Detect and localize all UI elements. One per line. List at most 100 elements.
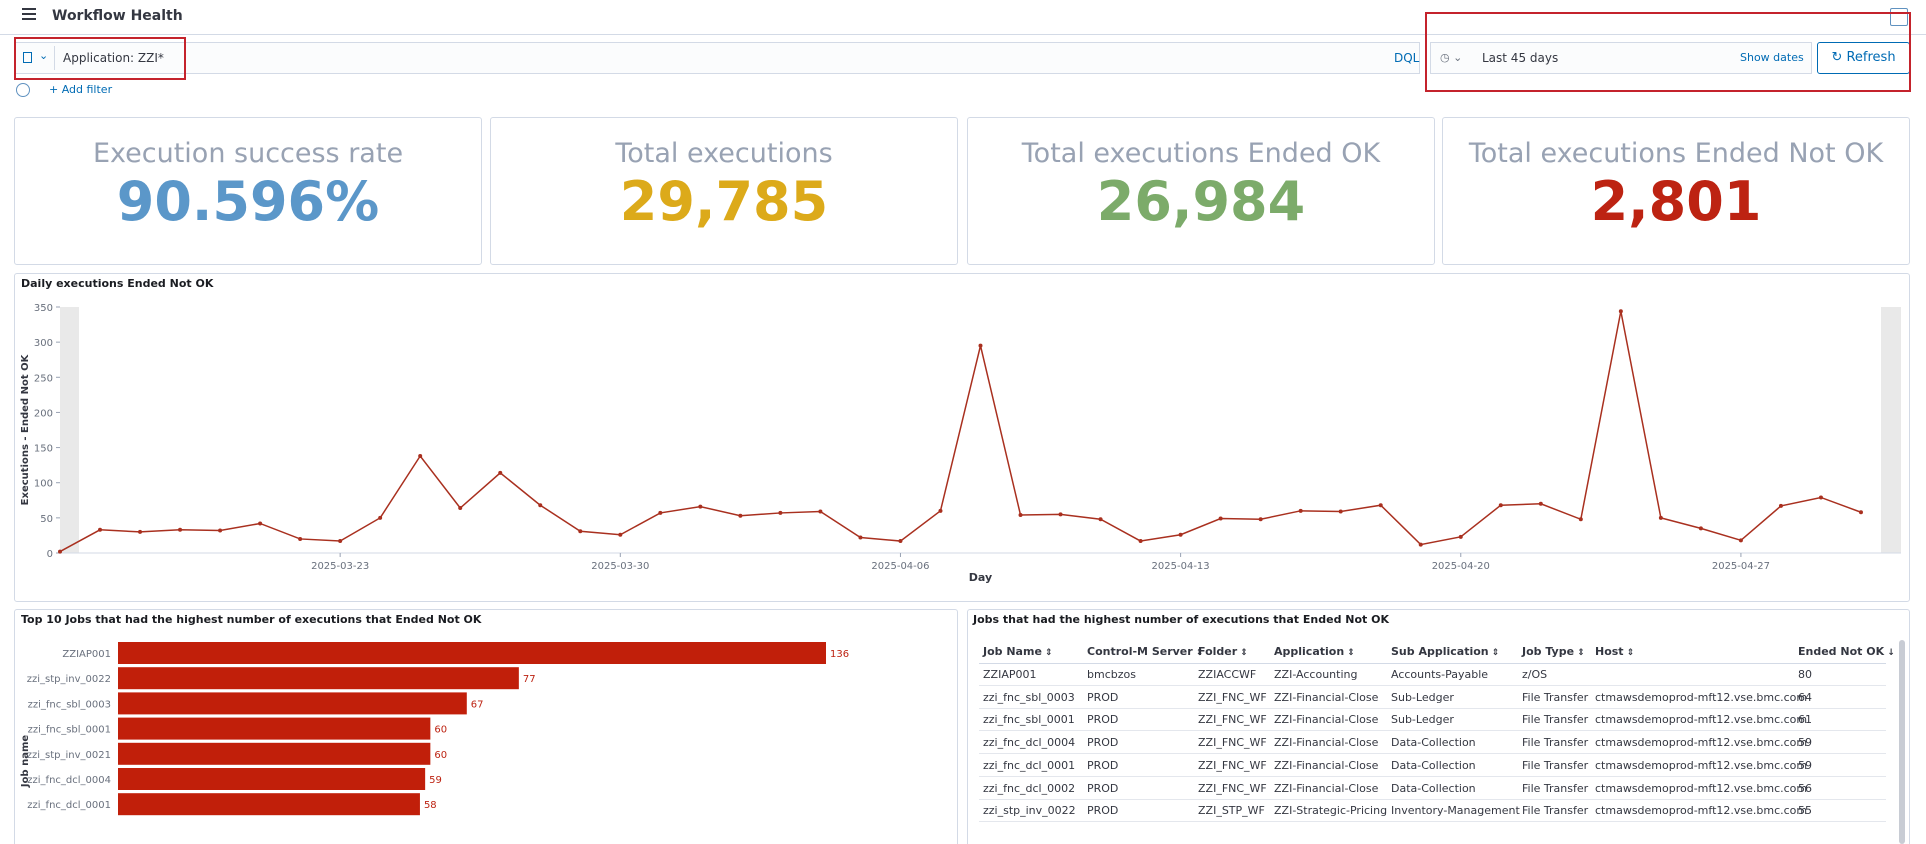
saved-query-button[interactable]: ⌄ <box>18 46 55 70</box>
table-cell: zzi_fnc_dcl_0001 <box>983 758 1076 772</box>
table-cell: PROD <box>1087 713 1119 727</box>
table-cell: File Transfer <box>1522 713 1589 727</box>
table-cell: ZZI-Financial-Close <box>1274 690 1379 704</box>
point <box>258 521 263 526</box>
value-label: 77 <box>523 674 536 685</box>
metric-value: 29,785 <box>619 170 829 233</box>
y-tick-label: 250 <box>34 373 53 384</box>
value-label: 67 <box>471 699 484 710</box>
point <box>1218 516 1223 521</box>
table-cell: ZZIAP001 <box>983 668 1037 681</box>
table-cell: ctmawsdemoprod-mft12.vse.bmc.com <box>1595 758 1808 772</box>
table-cell: zzi_fnc_sbl_0001 <box>983 713 1075 727</box>
point <box>1338 509 1343 514</box>
table-cell: ZZI_STP_WF <box>1198 804 1265 818</box>
point <box>698 504 703 509</box>
table-cell: Data-Collection <box>1391 736 1476 750</box>
x-tick-label: 2025-04-06 <box>871 561 929 572</box>
table-cell: File Transfer <box>1522 781 1589 795</box>
table-cell: ZZI-Financial-Close <box>1274 781 1379 795</box>
column-header[interactable]: Ended Not OK <box>1798 645 1895 658</box>
column-header[interactable]: Control-M Server <box>1087 645 1203 658</box>
y-axis-label: Job name <box>20 735 31 789</box>
point <box>618 532 623 537</box>
query-input[interactable]: Application: ZZI* <box>63 51 164 65</box>
chart-title: Daily executions Ended Not OK <box>21 277 214 290</box>
table-cell: zzi_fnc_dcl_0002 <box>983 781 1076 795</box>
point <box>1858 510 1863 515</box>
row-rule <box>979 685 1886 686</box>
table-scrollbar[interactable] <box>1899 640 1905 844</box>
date-quick-menu[interactable]: ◷ ⌄ <box>1440 51 1463 64</box>
add-filter[interactable]: + Add filter <box>49 83 113 96</box>
column-header[interactable]: Host <box>1595 645 1634 658</box>
value-label: 60 <box>434 725 447 736</box>
query-bar <box>14 42 1420 74</box>
point <box>578 529 583 534</box>
point <box>1578 517 1583 522</box>
menu-button[interactable] <box>22 8 36 20</box>
point <box>1538 501 1543 506</box>
value-label: 58 <box>424 800 437 811</box>
x-tick-label: 2025-03-23 <box>311 561 369 572</box>
header-rule <box>979 663 1886 664</box>
value-label: 136 <box>830 649 849 660</box>
x-tick-label: 2025-04-13 <box>1152 561 1210 572</box>
table-cell: ZZI-Strategic-Pricing <box>1274 804 1388 818</box>
row-rule <box>979 730 1886 732</box>
column-header[interactable]: Job Type <box>1522 645 1585 658</box>
metric-card: Total executions Ended OK 26,984 <box>967 117 1435 265</box>
help-icon[interactable] <box>1890 8 1908 26</box>
point <box>858 535 863 540</box>
point <box>138 529 143 534</box>
page-title: Workflow Health <box>52 8 183 24</box>
point <box>818 509 823 514</box>
chart-title: Top 10 Jobs that had the highest number … <box>21 613 482 626</box>
point <box>978 343 983 348</box>
point <box>538 503 543 508</box>
date-range[interactable]: Last 45 days <box>1482 51 1559 65</box>
metric-value: 2,801 <box>1590 170 1762 233</box>
column-header[interactable]: Job Name <box>983 645 1053 658</box>
y-tick-label: zzi_fnc_sbl_0001 <box>28 725 111 736</box>
point <box>178 527 183 532</box>
column-header[interactable]: Application <box>1274 645 1355 658</box>
query-language[interactable]: DQL <box>1394 51 1420 65</box>
point <box>1778 503 1783 508</box>
point <box>658 510 663 515</box>
point <box>938 508 943 513</box>
metric-card: Execution success rate 90.596% <box>14 117 482 265</box>
table-cell: ZZI_FNC_WF <box>1198 690 1267 704</box>
y-tick-label: 150 <box>34 444 53 455</box>
table-cell: zzi_fnc_sbl_0003 <box>983 690 1075 704</box>
point <box>418 454 423 459</box>
table-cell: 59 <box>1798 736 1812 750</box>
row-rule <box>979 798 1886 800</box>
metric-title: Total executions Ended OK <box>1021 138 1381 169</box>
table-cell: ZZI-Financial-Close <box>1274 758 1379 772</box>
table-cell: ZZI-Accounting <box>1274 668 1358 681</box>
table-cell: 64 <box>1798 690 1812 704</box>
metric-title: Total executions <box>615 138 833 169</box>
show-dates[interactable]: Show dates <box>1740 51 1804 64</box>
metric-value: 26,984 <box>1096 170 1306 233</box>
y-tick-label: 100 <box>34 479 53 490</box>
table-cell: PROD <box>1087 736 1119 750</box>
refresh-label: Refresh <box>1846 50 1896 65</box>
column-header[interactable]: Folder <box>1198 645 1248 658</box>
table-cell: Sub-Ledger <box>1391 690 1454 704</box>
point <box>1658 515 1663 520</box>
table-cell: zzi_fnc_dcl_0004 <box>983 736 1076 750</box>
point <box>1378 503 1383 508</box>
y-axis-label: Executions - Ended Not OK <box>20 353 31 505</box>
out-of-range-band <box>1881 307 1901 553</box>
table-cell: bmcbzos <box>1087 668 1136 681</box>
point <box>1258 517 1263 522</box>
column-header[interactable]: Sub Application <box>1391 645 1499 658</box>
point <box>1298 508 1303 513</box>
table-cell: PROD <box>1087 758 1119 772</box>
y-tick-label: ZZIAP001 <box>62 649 111 660</box>
table-cell: File Transfer <box>1522 690 1589 704</box>
